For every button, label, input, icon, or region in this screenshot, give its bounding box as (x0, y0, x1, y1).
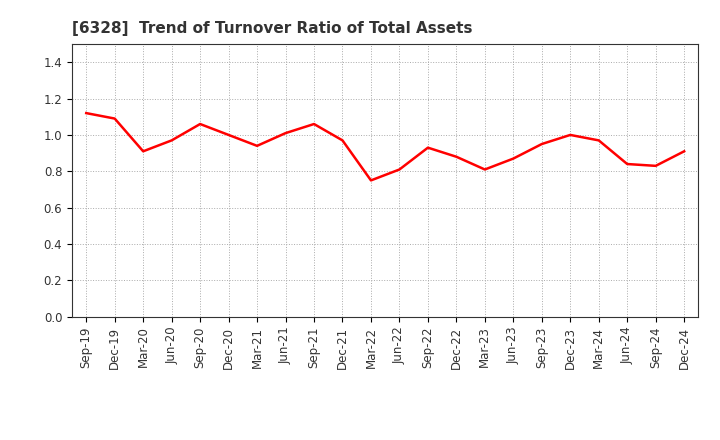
Text: [6328]  Trend of Turnover Ratio of Total Assets: [6328] Trend of Turnover Ratio of Total … (72, 21, 472, 36)
